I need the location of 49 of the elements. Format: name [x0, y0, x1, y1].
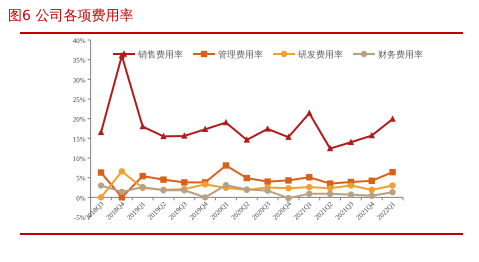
legend-label: 销售费用率: [137, 50, 183, 60]
point: [264, 187, 271, 194]
point: [98, 194, 104, 201]
point: [139, 122, 146, 130]
point: [389, 115, 396, 122]
point: [118, 188, 126, 196]
point: [160, 176, 167, 183]
point: [326, 144, 334, 152]
point: [98, 169, 104, 176]
point: [202, 126, 208, 132]
point: [222, 118, 230, 126]
point: [348, 182, 354, 189]
point: [306, 174, 312, 180]
title: 图6 公司各项费用率: [8, 8, 134, 24]
point: [348, 191, 354, 198]
point: [118, 168, 126, 175]
legend-label: 管理费用率: [218, 50, 263, 60]
legend-label: 财务费用率: [378, 50, 423, 60]
point: [285, 177, 292, 184]
point: [264, 178, 271, 185]
point: [222, 182, 230, 188]
point: [326, 190, 334, 197]
point: [389, 189, 396, 196]
point: [285, 185, 292, 192]
point: [244, 174, 250, 182]
point: [368, 132, 375, 138]
point: [98, 128, 104, 136]
point: [264, 125, 271, 132]
point: [285, 133, 292, 140]
point: [389, 168, 396, 176]
point: [202, 194, 208, 201]
point: [306, 190, 312, 197]
point: [160, 132, 167, 140]
point: [368, 186, 375, 194]
point: [139, 172, 146, 180]
point: [181, 132, 188, 139]
point: [285, 194, 292, 202]
point: [118, 194, 126, 201]
point: [389, 182, 396, 189]
point: [98, 182, 104, 189]
point: [368, 178, 375, 184]
legend-label: 研发费用率: [298, 50, 343, 60]
point: [368, 192, 375, 199]
point: [326, 185, 334, 192]
point: [306, 109, 312, 116]
point: [181, 179, 188, 186]
point: [348, 138, 354, 145]
point: [306, 184, 312, 190]
point: [244, 136, 250, 143]
